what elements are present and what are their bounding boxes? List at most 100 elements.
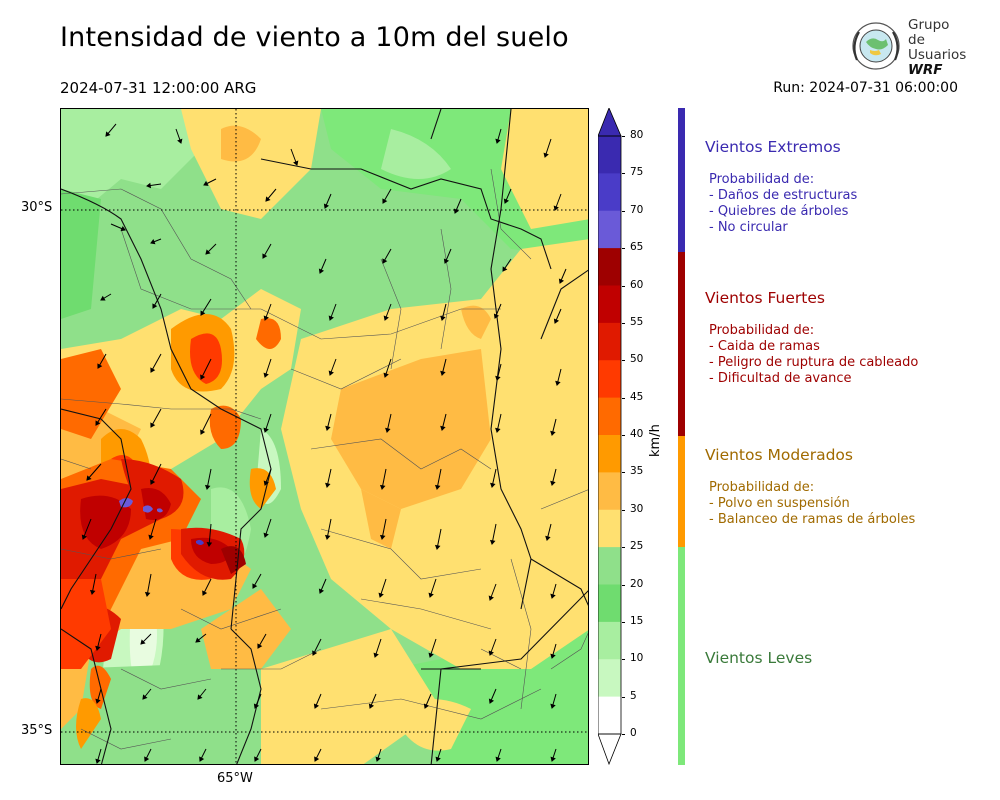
wind-arrow-head [97,363,103,369]
colorbar-tick-label: 35 [630,465,644,478]
wind-arrow-head [144,756,150,762]
colorbar-cell [598,360,621,399]
category-title-extremos: Vientos Extremos [705,138,841,156]
wind-arrow-icon [150,463,162,485]
category-line: Probabilidad de: [709,480,815,495]
wind-arrow-head [550,430,556,436]
wind-arrow-head [325,425,331,431]
colorbar-cell [598,397,621,436]
logo: Grupo de Usuarios WRF [848,16,968,78]
wind-arrow-head [205,249,211,255]
wind-arrow-head [495,138,501,144]
wind-arrow-head [558,278,565,284]
colorbar-tick-mark [622,584,625,586]
wind-arrow-head [150,367,156,373]
category-line: - Dificultad de avance [709,371,852,386]
wind-arrow-head [314,756,320,762]
colorbar-tick-mark [622,136,625,137]
colorbar-tick-mark [622,435,625,436]
wind-arrow-head [263,480,269,486]
category-title-moderados: Vientos Moderados [705,446,853,464]
colorbar-tick-mark [622,734,625,735]
wind-arrow-icon [146,573,152,597]
category-title-leves: Vientos Leves [705,649,813,667]
category-line: Probabilidad de: [709,172,815,187]
wind-arrow-head [253,703,260,709]
colorbar-tick-mark [622,360,625,362]
wind-arrow-head [120,225,126,232]
wind-arrow-head [489,539,496,545]
wind-arrow-head [318,588,325,594]
wind-arrow-head [502,266,508,272]
wind-arrow-head [382,198,388,204]
category-line: Probabilidad de: [709,323,815,338]
globe-seal-icon [852,22,900,70]
colorbar-cell [598,584,621,623]
wind-arrow-head [550,653,556,659]
colorbar-tick-label: 5 [630,689,637,702]
colorbar-cell [598,696,621,735]
run-time: Run: 2024-07-31 06:00:00 [773,80,958,96]
wind-map [60,108,589,765]
category-title-fuertes: Vientos Fuertes [705,289,825,307]
wind-arrow-head [488,650,494,656]
wind-arrow-head [443,258,450,264]
wind-arrow-head [204,484,211,490]
wind-arrow-head [495,375,501,381]
wind-arrow-head [144,591,151,597]
wind-arrow-head [553,318,560,324]
wind-arrow-head [428,592,434,598]
wind-arrow-head [202,590,208,596]
legend-bar-leves [678,547,685,765]
wind-arrow-head [100,295,106,301]
wind-arrow-head [550,593,556,599]
legend-bar-fuertes [678,252,685,436]
wind-arrow-head [553,205,559,211]
colorbar-cell [598,435,621,473]
wind-arrow-head [146,182,152,189]
wind-arrow-head [328,315,334,321]
wind-arrow-head [262,253,268,259]
wind-arrow-head [200,429,206,435]
wind-arrow-head [490,482,496,488]
wind-arrow-head [440,315,446,321]
legend-bar-moderados [678,436,685,547]
wind-arrow-head [105,131,111,137]
wind-arrow-head [378,592,384,598]
colorbar-tick-mark [622,509,625,511]
colorbar-cell [598,173,621,212]
wind-arrow-head [434,484,441,490]
wind-arrow-head [385,427,391,433]
wind-arrow-head [257,643,263,649]
valid-time: 2024-07-31 12:00:00 ARG [60,79,257,97]
wind-arrow-head [206,542,213,547]
colorbar-tick-label: 0 [630,727,637,739]
wind-arrow-head [142,694,148,700]
wind-arrow-head [265,196,271,202]
wind-arrow-head [199,756,205,762]
colorbar-tick-label: 15 [630,614,644,627]
wind-arrow-head [493,313,500,319]
colorbar-tick-label: 60 [630,278,644,291]
colorbar-tick-mark [622,173,625,175]
category-line: - Quiebres de árboles [709,204,849,219]
wind-arrow-head [434,544,441,550]
colorbar-cell [598,659,621,698]
colorbar-tick-label: 10 [630,652,644,665]
colorbar-cell [598,248,621,286]
wind-arrow-head [318,268,325,274]
wind-arrow-icon [200,413,212,435]
colorbar-cell [598,472,621,511]
colorbar-tick-label: 75 [630,166,644,179]
colorbar-tick-label: 50 [630,353,644,366]
colorbar-cell [598,547,621,585]
wind-arrow-head [373,652,379,658]
wind-arrow-head [140,639,146,645]
wind-arrow-head [423,703,430,709]
category-line: - Daños de estructuras [709,188,858,203]
wind-arrow-head [200,310,206,316]
colorbar-top-arrow [598,108,622,137]
wind-arrow-head [379,534,386,540]
colorbar [598,108,622,766]
category-desc-moderados: Probabilidad de: - Polvo en suspensión -… [709,480,915,528]
